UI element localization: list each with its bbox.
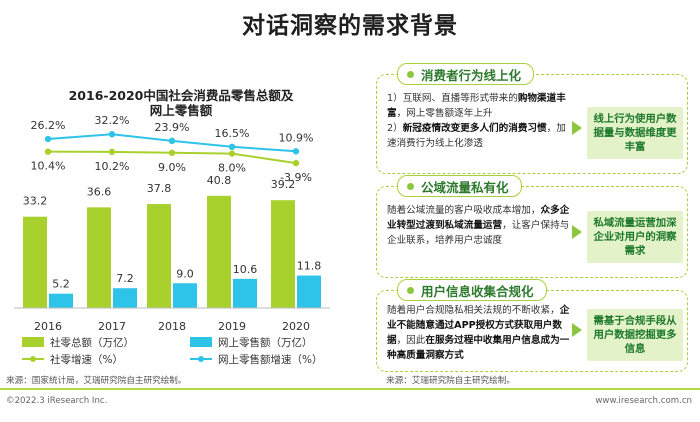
legend-label-1: 网上零售额（万亿） [218,336,313,349]
online-growth-label-2018: 23.9% [155,121,190,134]
label-online-2016: 5.2 [52,278,70,291]
total-growth-point-2020 [292,159,300,167]
total-growth-label-2017: 10.2% [95,160,130,173]
online-growth-label-2020: 10.9% [279,131,314,144]
online-growth-label-2017: 32.2% [95,114,130,127]
card-description: 随着用户合规隐私相关法规的不断收紧，企业不能随意通过APP授权方式获取用户数据，… [387,305,570,361]
card-title: 消费者行为线上化 [421,67,522,83]
total-growth-label-2019: 8.0% [218,162,246,175]
legend-label-0: 社零总额（万亿） [50,336,134,349]
bullet-dot-icon [407,182,414,190]
label-total-2016: 33.2 [23,195,48,208]
card-header: 公域流量私有化 [397,175,522,197]
total-growth-label-2016: 10.4% [31,160,66,173]
online-growth-point-2020 [292,148,300,155]
source-note-right: 来源：艾瑞研究院自主研究绘制。 [386,376,515,386]
label-total-2018: 37.8 [147,182,172,195]
source-note-left: 来源：国家统计局，艾瑞研究院自主研究绘制。 [6,376,187,386]
card-online-behavior: 消费者行为线上化 1）互联网、直播等形式带来的购物渠道丰富，网上零售额逐年上升 2… [376,63,688,174]
page-title: 对话洞察的需求背景 [242,13,458,39]
bar-online-2016 [49,293,73,308]
copyright: ©2022.3 iResearch Inc. [6,396,108,406]
label-total-2020: 39.2 [271,178,296,191]
online-growth-point-2019 [228,143,236,150]
website: www.iresearch.com.cn [595,396,692,406]
bar-online-2020 [297,275,321,308]
bar-total-2017 [87,207,111,308]
retail-chart: 33.2 5.2 2016 36.6 7.2 2017 37.8 9.0 2018 40.8 10.… [14,114,330,366]
legend-marker-3 [198,356,204,362]
bar-online-2019 [233,278,257,308]
card-title: 公域流量私有化 [421,179,509,195]
card-description: 1）互联网、直播等形式带来的购物渠道丰富，网上零售额逐年上升 2）新冠疫情改变更多… [387,93,566,149]
label-total-2019: 40.8 [207,174,232,187]
legend-label-2: 社零增速（%） [50,353,123,366]
bullet-dot-icon [407,70,414,78]
total-growth-point-2018 [168,149,176,156]
chart-title-line1: 2016-2020中国社会消费品零售总额及 [68,88,294,103]
footer-divider [0,388,700,390]
online-growth-label-2019: 16.5% [215,127,250,140]
label-online-2017: 7.2 [116,272,134,285]
legend-swatch-0 [22,337,44,347]
arrow-right-icon [572,323,582,337]
bar-online-2018 [173,283,197,308]
card-header: 消费者行为线上化 [397,63,535,85]
bar-total-2016 [23,216,47,308]
total-growth-point-2017 [108,148,116,156]
card-private-traffic: 公域流量私有化 随着公域流量的客户吸收成本增加，众多企业转型过渡到私域流量运营，… [376,175,688,278]
card-result-box: 需基于合规手段从用户数据挖掘更多信息 [587,309,683,361]
total-growth-point-2019 [228,150,236,157]
card-title: 用户信息收集合规化 [421,283,534,299]
total-growth-point-2016 [44,148,52,155]
legend-swatch-1 [190,337,212,347]
legend-marker-2 [30,356,36,362]
bar-total-2019 [207,195,231,308]
online-growth-point-2016 [44,135,52,143]
label-total-2017: 36.6 [87,185,112,198]
bullet-dot-icon [407,286,414,294]
chart-title-line2: 网上零售额 [149,103,213,118]
card-description: 随着公域流量的客户吸收成本增加，众多企业转型过渡到私域流量运营，让客户保持与企业… [387,205,570,246]
card-header: 用户信息收集合规化 [397,279,547,301]
card-compliance: 用户信息收集合规化 随着用户合规隐私相关法规的不断收紧，企业不能随意通过APP授… [376,279,688,372]
arrow-right-icon [572,121,582,135]
online-growth-label-2016: 26.2% [31,119,66,132]
label-online-2018: 9.0 [176,267,194,280]
x-tick-2017: 2017 [98,320,126,333]
label-online-2019: 10.6 [233,263,258,276]
bar-online-2017 [113,288,137,308]
card-result-box: 私域流量运营加深企业对用户的洞察需求 [587,211,683,263]
legend-label-3: 网上零售额增速（%） [218,353,322,366]
arrow-right-icon [572,225,582,239]
total-growth-label-2020: -3.9% [280,171,312,184]
card-result-box: 线上行为使用户数据量与数据维度更丰富 [587,107,683,159]
bar-total-2018 [147,204,171,308]
x-tick-2016: 2016 [34,320,62,333]
chart-title: 2016-2020中国社会消费品零售总额及 网上零售额 [22,88,340,118]
online-growth-point-2018 [168,137,176,145]
bar-total-2020 [271,200,295,308]
total-growth-label-2018: 9.0% [158,161,186,174]
label-online-2020: 11.8 [297,260,322,273]
x-tick-2018: 2018 [158,320,186,333]
x-tick-2020: 2020 [282,320,310,333]
x-tick-2019: 2019 [218,320,246,333]
online-growth-point-2017 [108,131,116,138]
